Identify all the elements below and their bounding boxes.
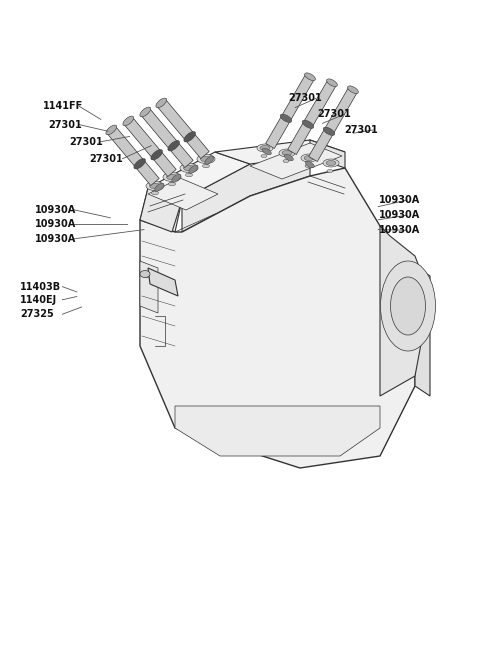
Text: 27301: 27301 (70, 136, 103, 147)
Text: 10930A: 10930A (379, 210, 420, 220)
Text: 10930A: 10930A (379, 225, 420, 236)
Text: 10930A: 10930A (35, 205, 76, 215)
Text: 27301: 27301 (317, 109, 350, 119)
Ellipse shape (260, 146, 270, 150)
Ellipse shape (305, 165, 311, 167)
Polygon shape (380, 226, 430, 396)
Ellipse shape (156, 98, 167, 108)
Ellipse shape (197, 155, 215, 163)
Ellipse shape (305, 73, 315, 81)
Ellipse shape (134, 159, 145, 169)
Polygon shape (288, 80, 336, 155)
Ellipse shape (326, 161, 336, 165)
Ellipse shape (172, 174, 181, 182)
Ellipse shape (183, 165, 194, 171)
Ellipse shape (323, 159, 339, 167)
Ellipse shape (123, 116, 134, 126)
Ellipse shape (155, 183, 164, 192)
Polygon shape (140, 188, 182, 232)
Ellipse shape (327, 169, 333, 173)
Polygon shape (215, 140, 345, 164)
Polygon shape (124, 117, 176, 176)
Ellipse shape (189, 165, 198, 173)
Ellipse shape (168, 182, 176, 186)
Ellipse shape (203, 164, 209, 168)
Polygon shape (140, 261, 158, 313)
Ellipse shape (262, 148, 271, 155)
Ellipse shape (140, 107, 151, 117)
Polygon shape (140, 168, 415, 468)
Text: 27301: 27301 (345, 125, 378, 135)
Ellipse shape (140, 270, 150, 277)
Ellipse shape (261, 155, 267, 157)
Ellipse shape (180, 163, 198, 173)
Polygon shape (148, 178, 218, 210)
Polygon shape (250, 143, 342, 179)
Polygon shape (148, 268, 178, 296)
Ellipse shape (205, 156, 214, 164)
Polygon shape (141, 108, 193, 167)
Text: 27301: 27301 (288, 93, 322, 104)
Polygon shape (140, 188, 182, 232)
Ellipse shape (184, 131, 195, 142)
Polygon shape (107, 127, 159, 186)
Ellipse shape (323, 127, 335, 135)
Ellipse shape (149, 183, 160, 189)
Polygon shape (175, 406, 380, 456)
Ellipse shape (282, 150, 292, 155)
Ellipse shape (301, 154, 317, 162)
Text: 27301: 27301 (89, 154, 122, 164)
Ellipse shape (279, 149, 295, 157)
Polygon shape (148, 152, 250, 200)
Ellipse shape (391, 277, 425, 335)
Polygon shape (310, 140, 345, 168)
Ellipse shape (167, 174, 178, 180)
Polygon shape (157, 99, 209, 159)
Ellipse shape (146, 182, 164, 190)
Ellipse shape (304, 155, 314, 161)
Ellipse shape (348, 86, 359, 94)
Text: 27325: 27325 (20, 309, 54, 319)
Text: 10930A: 10930A (35, 219, 76, 230)
Ellipse shape (152, 192, 158, 195)
Ellipse shape (257, 144, 273, 152)
Text: 10930A: 10930A (35, 234, 76, 244)
Ellipse shape (284, 154, 293, 161)
Text: 11403B: 11403B (20, 281, 61, 292)
Ellipse shape (283, 159, 289, 163)
Text: 10930A: 10930A (379, 195, 420, 205)
Ellipse shape (201, 156, 212, 162)
Ellipse shape (305, 161, 314, 168)
Text: 1140EJ: 1140EJ (20, 295, 57, 305)
Text: 27301: 27301 (48, 119, 82, 130)
Ellipse shape (106, 125, 117, 134)
Polygon shape (182, 140, 310, 232)
Ellipse shape (326, 79, 337, 87)
Ellipse shape (280, 114, 292, 123)
Ellipse shape (381, 261, 435, 351)
Polygon shape (309, 87, 357, 161)
Polygon shape (415, 266, 430, 396)
Polygon shape (265, 74, 314, 148)
Ellipse shape (168, 140, 180, 151)
Ellipse shape (163, 173, 181, 182)
Ellipse shape (151, 150, 163, 160)
Ellipse shape (185, 173, 192, 176)
Text: 1141FF: 1141FF (43, 101, 84, 112)
Ellipse shape (302, 120, 314, 129)
